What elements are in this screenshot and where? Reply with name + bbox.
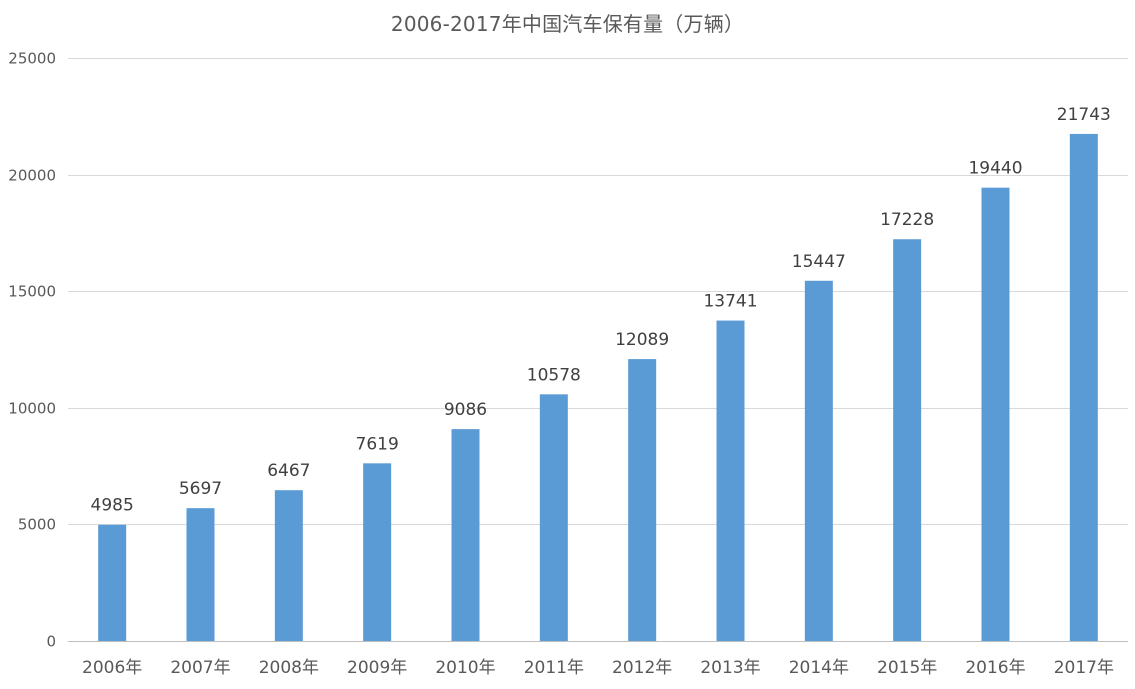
x-tick-label: 2006年 [82,658,142,678]
bars [98,133,1098,642]
data-label: 10578 [527,365,581,385]
bar [539,394,568,641]
y-tick-label: 20000 [8,167,56,185]
data-label: 15447 [792,252,846,272]
bar [628,359,657,641]
bar [1069,133,1098,641]
chart-title: 2006-2017年中国汽车保有量（万辆） [390,12,745,36]
x-tick-label: 2008年 [259,658,319,678]
x-tick-label: 2007年 [170,658,230,678]
bar [893,239,922,641]
y-tick-label: 5000 [18,516,56,534]
x-tick-label: 2014年 [789,658,849,678]
bar [274,490,303,641]
data-label: 7619 [356,434,399,454]
data-label: 4985 [91,496,134,516]
bar [981,187,1010,642]
x-tick-label: 2011年 [524,658,584,678]
bar [716,320,745,641]
x-tick-label: 2017年 [1054,658,1114,678]
x-tick-label: 2016年 [965,658,1025,678]
y-tick-label: 10000 [8,400,56,418]
bar [363,463,392,641]
x-tick-label: 2009年 [347,658,407,678]
gridlines [68,58,1128,642]
data-labels: 4985 5697 6467 7619 9086 10578 12089 13741 15447… [91,105,1111,516]
data-label: 12089 [615,330,669,350]
bar [451,429,480,641]
y-axis-ticks: 0 5000 10000 15000 20000 25000 [8,50,56,651]
x-tick-label: 2015年 [877,658,937,678]
data-label: 6467 [267,461,310,481]
x-tick-label: 2010年 [435,658,495,678]
bar [186,508,215,641]
bar [98,524,127,641]
x-tick-label: 2012年 [612,658,672,678]
x-axis-ticks: 2006年 2007年 2008年 2009年 2010年 2011年 2012年 2013年… [82,658,1114,678]
data-label: 9086 [444,400,487,420]
bar [804,280,833,641]
y-tick-label: 25000 [8,50,56,68]
y-tick-label: 0 [46,633,56,651]
y-tick-label: 15000 [8,283,56,301]
data-label: 19440 [968,159,1022,179]
x-tick-label: 2013年 [700,658,760,678]
data-label: 17228 [880,210,934,230]
data-label: 13741 [703,292,757,312]
data-label: 5697 [179,479,222,499]
data-label: 21743 [1057,105,1111,125]
